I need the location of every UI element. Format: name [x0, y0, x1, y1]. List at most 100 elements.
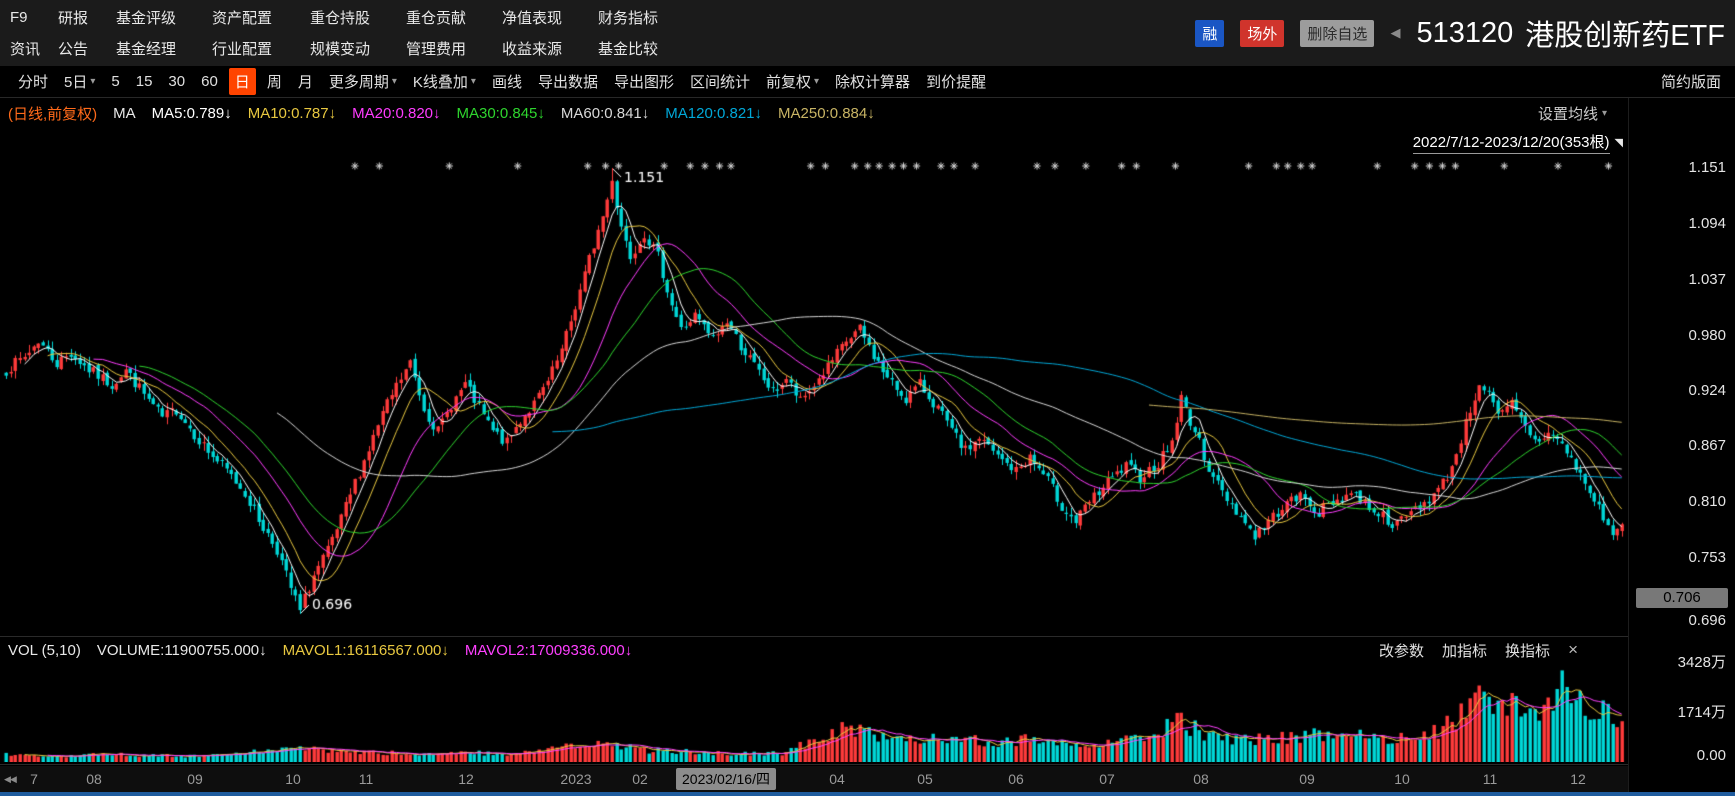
ma-value-4: MA60:0.841↓ — [560, 104, 650, 122]
toolbar-item-label: K线叠加 — [412, 74, 468, 91]
price-axis-tick: 0.753 — [1688, 549, 1726, 566]
time-axis-label: 09 — [1299, 771, 1315, 787]
horizontal-scrollbar[interactable] — [0, 792, 1735, 796]
ma-value-3: MA30:0.845↓ — [456, 104, 545, 122]
scroll-left-icon[interactable]: ◀◀ — [4, 774, 17, 784]
period-and-tools: 分时 5日 ▾ 5 15 30 60 日周月更多周期 ▾ K线叠加 ▾ 画线 导出数据 导出图形 区间统计前… — [10, 68, 994, 95]
toolbar-item-label: 日 — [234, 74, 250, 91]
ma-value-0: MA5:0.789↓ — [151, 104, 232, 122]
menu-item-r1-c6[interactable]: 收益来源 — [502, 41, 563, 58]
toolbar-item-10[interactable]: K线叠加 ▾ — [405, 68, 484, 95]
change-params-button[interactable]: 改参数 — [1379, 642, 1425, 660]
ma-settings-button[interactable]: 设置均线 ▾ — [1538, 103, 1607, 124]
candlestick-chart-canvas[interactable] — [0, 98, 1628, 636]
toolbar-item-label: 月 — [297, 74, 313, 91]
toolbar-item-label: 30 — [168, 73, 186, 90]
time-axis-label: 11 — [358, 771, 374, 787]
mavol1-value-label: MAVOL1:16116567.000↓ — [282, 641, 449, 659]
add-indicator-button[interactable]: 加指标 — [1442, 642, 1488, 660]
chart-toolbar: 分时 5日 ▾ 5 15 30 60 日周月更多周期 ▾ K线叠加 ▾ 画线 导出数据 导出图形 区间统计前… — [0, 66, 1735, 98]
time-axis-label: 04 — [829, 771, 845, 787]
toolbar-item-0[interactable]: 分时 — [10, 68, 56, 95]
menu-item-r1-c4[interactable]: 规模变动 — [310, 41, 371, 58]
toolbar-item-11[interactable]: 画线 — [484, 68, 530, 95]
ma-value-2: MA20:0.820↓ — [352, 104, 441, 122]
toolbar-item-6[interactable]: 日 — [228, 68, 256, 95]
ma-indicator-label: MA — [113, 104, 136, 122]
toolbar-item-2[interactable]: 5 — [103, 70, 127, 93]
toolbar-item-13[interactable]: 导出图形 — [606, 68, 682, 95]
ma-settings-label: 设置均线 — [1537, 106, 1598, 123]
range-text: 2022/7/12-2023/12/20(353根) — [1412, 131, 1610, 154]
menu-item-r1-c7[interactable]: 基金比较 — [598, 41, 659, 58]
vol-indicator-label: VOL (5,10) — [8, 641, 81, 659]
toolbar-item-label: 到价提醒 — [926, 74, 987, 91]
toolbar-item-9[interactable]: 更多周期 ▾ — [321, 68, 405, 95]
toolbar-item-15[interactable]: 前复权 ▾ — [758, 68, 827, 95]
crosshair-date-label: 2023/02/16/四 — [676, 768, 776, 790]
menu-item-r1-c0[interactable]: 资讯 — [10, 41, 41, 58]
switch-indicator-button[interactable]: 换指标 — [1505, 642, 1551, 660]
menu-item-r0-c1[interactable]: 研报 — [58, 10, 89, 27]
ma-value-6: MA250:0.884↓ — [778, 104, 875, 122]
toolbar-item-label: 画线 — [491, 74, 522, 91]
toolbar-item-5[interactable]: 60 — [193, 70, 226, 93]
toolbar-item-label: 前复权 — [766, 74, 812, 91]
price-axis-tick: 1.151 — [1688, 159, 1726, 176]
menu-item-r0-c7[interactable]: 财务指标 — [598, 10, 659, 27]
toolbar-item-7[interactable]: 周 — [259, 68, 290, 95]
fund-menu: F9 研报 基金评级 资产配置 重仓持股 重仓贡献 净值表现 财务指标资讯 公告 基金经理 行业配置… — [6, 2, 690, 64]
menu-item-r1-c3[interactable]: 行业配置 — [212, 41, 273, 58]
toolbar-item-17[interactable]: 到价提醒 — [918, 68, 994, 95]
ma-value-5: MA120:0.821↓ — [665, 104, 763, 122]
toolbar-item-label: 5日 — [64, 74, 88, 91]
toolbar-item-label: 更多周期 — [328, 74, 389, 91]
chevron-down-icon: ▾ — [90, 76, 96, 87]
delete-watchlist-button[interactable]: 删除自选 — [1300, 19, 1375, 47]
time-axis-label: 10 — [285, 771, 301, 787]
toolbar-item-16[interactable]: 除权计算器 — [827, 68, 918, 95]
collapse-arrow-icon[interactable]: ◀ — [1390, 25, 1401, 40]
axis-separator — [0, 764, 1628, 765]
menu-item-r1-c2[interactable]: 基金经理 — [116, 41, 177, 58]
time-axis-label: 11 — [1482, 771, 1498, 787]
volume-chart-canvas[interactable] — [0, 664, 1628, 762]
time-axis-label: 02 — [632, 771, 648, 787]
chevron-down-icon: ▾ — [391, 76, 397, 87]
menu-item-r0-c2[interactable]: 基金评级 — [116, 10, 177, 27]
symbol-title: 513120 港股创新药ETF — [1416, 12, 1725, 54]
toolbar-item-12[interactable]: 导出数据 — [530, 68, 606, 95]
menu-item-r0-c4[interactable]: 重仓持股 — [310, 10, 371, 27]
time-axis-label: 7 — [30, 771, 38, 787]
toolbar-item-label: 周 — [266, 74, 282, 91]
menu-item-r1-c5[interactable]: 管理费用 — [406, 41, 467, 58]
volume-value-label: VOLUME:11900755.000↓ — [96, 641, 267, 659]
menu-item-r0-c6[interactable]: 净值表现 — [502, 10, 563, 27]
toolbar-item-label: 导出图形 — [613, 74, 674, 91]
menu-item-r0-c0[interactable]: F9 — [10, 9, 28, 26]
close-icon[interactable]: × — [1568, 640, 1578, 659]
current-price-label: 0.706 — [1636, 588, 1728, 608]
chevron-down-icon: ▾ — [814, 76, 820, 87]
margin-badge[interactable]: 融 — [1195, 19, 1225, 47]
header-right: 融 场外 删除自选 ◀ 513120 港股创新药ETF — [1195, 0, 1725, 66]
otc-badge[interactable]: 场外 — [1240, 19, 1285, 47]
simple-layout-button[interactable]: 简约版面 — [1660, 74, 1721, 91]
toolbar-item-3[interactable]: 15 — [128, 70, 161, 93]
range-flag-icon: ◥ — [1614, 137, 1623, 149]
visible-range-label[interactable]: 2022/7/12-2023/12/20(353根) ◥ — [1412, 131, 1623, 154]
time-axis-label: 05 — [917, 771, 933, 787]
toolbar-item-14[interactable]: 区间统计 — [682, 68, 758, 95]
top-header: F9 研报 基金评级 资产配置 重仓持股 重仓贡献 净值表现 财务指标资讯 公告 基金经理 行业配置… — [0, 0, 1735, 66]
pane-separator — [0, 636, 1628, 637]
menu-item-r0-c3[interactable]: 资产配置 — [212, 10, 273, 27]
menu-item-r0-c5[interactable]: 重仓贡献 — [406, 10, 467, 27]
toolbar-item-label: 60 — [201, 73, 218, 90]
toolbar-item-8[interactable]: 月 — [290, 68, 321, 95]
toolbar-item-4[interactable]: 30 — [160, 70, 193, 93]
menu-item-r1-c1[interactable]: 公告 — [58, 41, 89, 58]
price-axis-tick: 1.037 — [1688, 271, 1726, 288]
toolbar-item-1[interactable]: 5日 ▾ — [56, 68, 103, 95]
price-axis-tick: 0.810 — [1688, 493, 1726, 510]
